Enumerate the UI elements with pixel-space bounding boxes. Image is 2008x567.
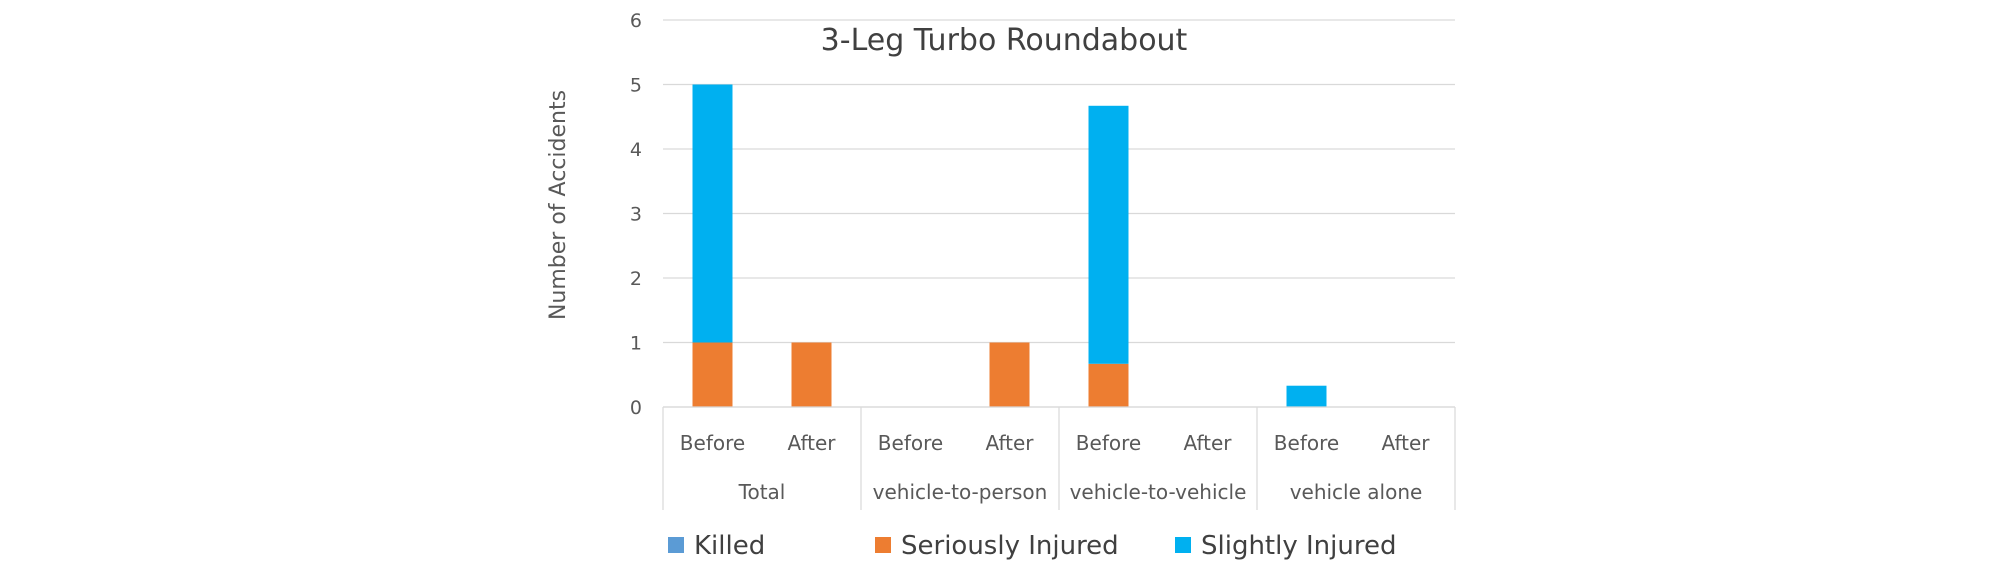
legend: Killed Seriously Injured Slightly Injured [668, 531, 1396, 561]
bar-slightly-injured [1088, 105, 1129, 364]
bar-seriously-injured [692, 342, 733, 407]
legend-label: Seriously Injured [901, 531, 1119, 561]
group-label: vehicle-to-person [873, 480, 1048, 504]
y-axis-title: Number of Accidents [546, 90, 571, 320]
category-label: After [985, 431, 1034, 455]
bar-slightly-injured [692, 84, 733, 343]
group-label: Total [738, 480, 786, 504]
bars [692, 84, 1327, 407]
category-label: Before [1076, 431, 1141, 455]
legend-swatch [1175, 537, 1191, 553]
y-tick-label: 0 [630, 397, 642, 419]
y-tick-label: 2 [630, 268, 642, 290]
bar-seriously-injured [791, 342, 832, 407]
y-tick-label: 4 [630, 139, 642, 161]
category-label: Before [680, 431, 745, 455]
legend-label: Killed [694, 531, 765, 561]
legend-label: Slightly Injured [1201, 531, 1396, 561]
category-label: After [1183, 431, 1232, 455]
chart-title: 3-Leg Turbo Roundabout [821, 23, 1188, 58]
category-label: Before [878, 431, 943, 455]
y-tick-label: 3 [630, 204, 642, 226]
category-label: After [1381, 431, 1430, 455]
y-tick-labels: 0 1 2 3 4 5 6 [630, 10, 642, 419]
group-label: vehicle alone [1290, 480, 1423, 504]
y-tick-label: 5 [630, 75, 642, 97]
legend-swatch [668, 537, 684, 553]
group-label: vehicle-to-vehicle [1070, 480, 1247, 504]
category-label: Before [1274, 431, 1339, 455]
category-label: After [787, 431, 836, 455]
y-tick-label: 1 [630, 333, 642, 355]
bar-slightly-injured [1286, 385, 1327, 407]
legend-swatch [875, 537, 891, 553]
gridlines [663, 19, 1455, 408]
x-axis: Before After Before After Before After Before A… [662, 406, 1456, 510]
y-tick-label: 6 [630, 10, 642, 32]
bar-seriously-injured [1088, 363, 1129, 407]
bar-seriously-injured [989, 342, 1030, 407]
